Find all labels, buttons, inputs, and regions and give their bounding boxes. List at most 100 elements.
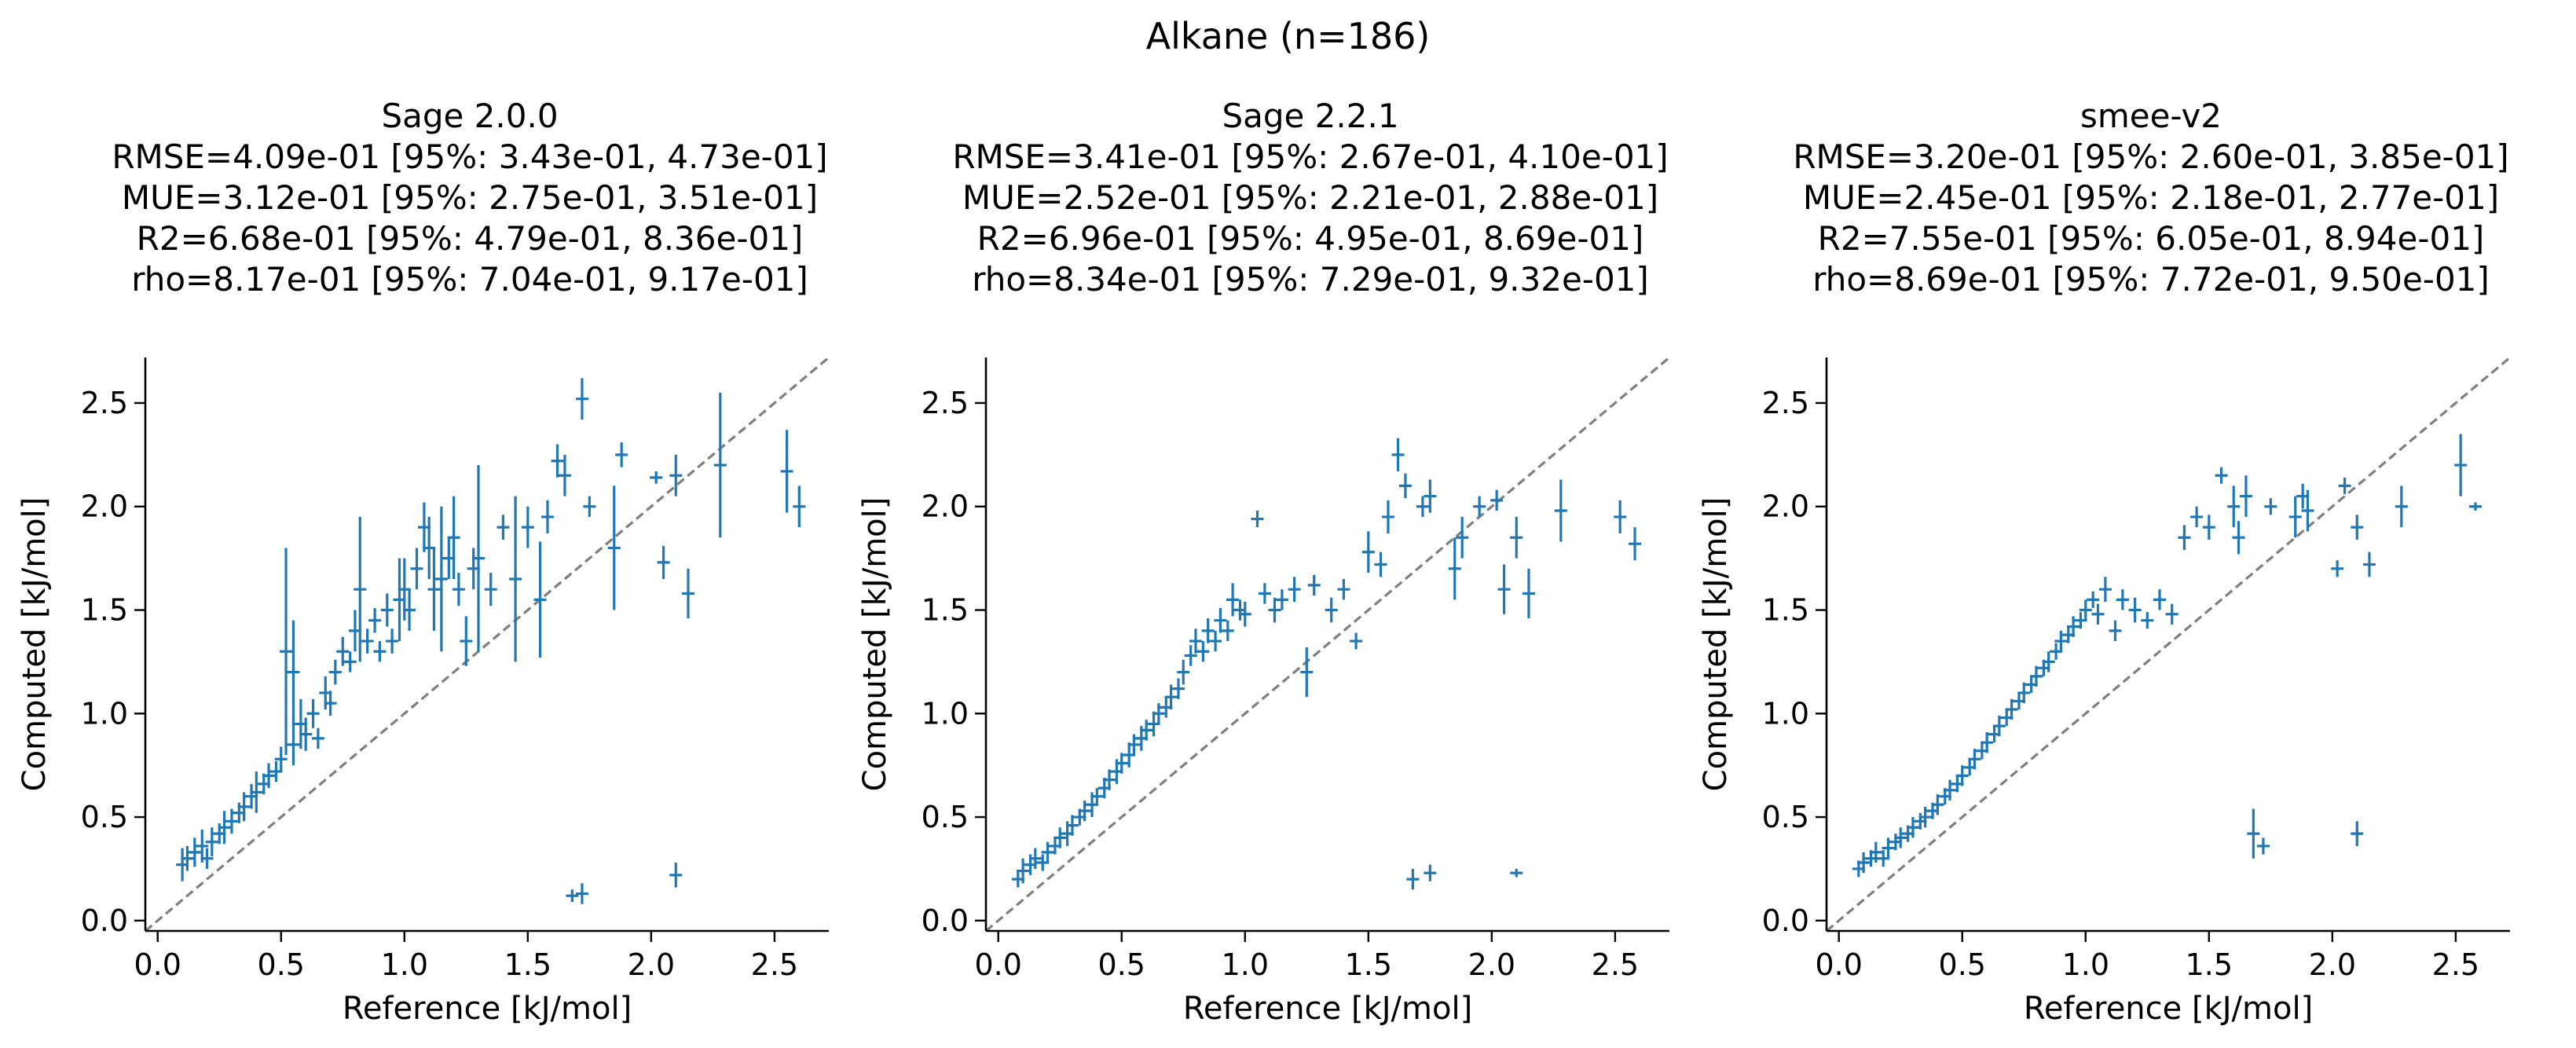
data-point [452,573,465,606]
data-point [713,392,727,538]
data-point [2091,603,2105,625]
data-point [2256,837,2270,855]
data-point [1424,864,1437,881]
data-point [521,506,534,548]
data-point [540,500,554,534]
data-point [1510,868,1523,878]
data-point [2165,603,2178,625]
identity-line [1825,356,2512,933]
data-point [1391,438,1405,471]
data-point [274,746,288,772]
data-point [2109,620,2122,642]
data-point [1300,647,1314,698]
data-point [1288,577,1301,602]
y-tick-label: 2.5 [1762,386,1809,420]
data-point [1041,841,1054,863]
data-point [324,691,337,716]
data-point [361,628,374,654]
data-point [1090,788,1104,805]
data-point [2351,515,2364,540]
stat-rmse: RMSE=3.20e-01 [95%: 2.60e-01, 3.85e-01] [1793,137,2509,176]
data-point [2395,486,2408,528]
data-point [2017,682,2031,704]
y-tick-label: 1.0 [81,696,128,731]
data-point [1325,597,1338,623]
y-tick-label: 0.0 [81,903,128,938]
data-point [287,724,300,766]
data-point [2141,612,2154,629]
y-tick-label: 0.5 [81,800,128,834]
data-point [1906,817,1919,838]
data-point [2087,591,2100,608]
data-point [1238,601,1251,627]
panel-title-smee-v2: smee-v2 RMSE=3.20e-01 [95%: 2.60e-01, 3.… [1742,96,2560,300]
data-point [181,845,194,871]
data-point [250,771,263,813]
panel-sage-2-0-0: 0.0 0.5 1.0 1.5 2.0 2.5 0.0 0.5 1.0 1.5 2.0 2.5 Refe… [16,356,830,1027]
data-point [1350,632,1363,650]
panel-name: Sage 2.0.0 [381,97,559,135]
stat-r2: R2=7.55e-01 [95%: 6.05e-01, 8.94e-01] [1817,219,2485,258]
x-axis-label: Reference [kJ/mol] [2024,991,2313,1027]
data-point [1017,858,1030,884]
data-point [1869,841,1882,863]
y-tick-label: 1.0 [922,696,969,731]
x-axis-label: Reference [kJ/mol] [343,991,632,1027]
data-point [1992,715,2006,737]
stat-rmse: RMSE=3.41e-01 [95%: 2.67e-01, 4.10e-01] [952,137,1669,176]
data-point [1497,564,1511,614]
data-point [2264,498,2277,515]
data-point [484,573,497,606]
data-point [2362,551,2376,577]
data-point [225,808,238,834]
data-point [1374,551,1387,577]
data-point [558,454,571,497]
data-point [1171,678,1185,699]
x-tick-label: 2.0 [628,947,675,982]
data-point [386,628,399,654]
data-point [306,698,320,728]
data-point [1275,589,1288,610]
y-axis-label: Computed [kJ/mol] [857,497,893,792]
data-point [2232,521,2245,555]
data-point [607,486,621,610]
data-point [615,442,628,467]
data-point [1918,806,1932,828]
data-point [410,548,423,590]
data-point [1307,574,1321,596]
data-point [2128,597,2142,623]
identity-line [144,356,830,933]
data-point [657,545,670,579]
y-tick-label: 1.5 [81,593,128,628]
data-point [373,641,387,662]
data-point [1053,827,1067,848]
data-point [1226,583,1240,617]
data-point [1456,516,1469,559]
data-point [1448,537,1461,600]
data-point [2153,589,2167,610]
data-point [1882,837,1895,859]
data-point [1209,630,1222,652]
data-point [472,465,486,652]
data-point [237,792,251,822]
data-point [1103,769,1116,790]
y-tick-label: 1.5 [922,593,969,628]
data-point [205,827,218,857]
data-point [509,496,522,662]
data-point [2116,589,2129,610]
x-tick-label: 1.0 [2062,947,2109,982]
x-tick-label: 2.0 [2309,947,2356,982]
x-tick-label: 2.5 [2432,947,2479,982]
data-point [427,548,441,631]
data-point [2351,821,2364,846]
data-point [1629,527,1642,561]
data-point [2288,496,2302,538]
y-tick-label: 2.0 [81,489,128,524]
data-point [1398,473,1412,499]
data-point [1196,641,1210,662]
data-point [2098,577,2112,602]
data-point [1140,720,1153,741]
data-point [1361,531,1375,573]
